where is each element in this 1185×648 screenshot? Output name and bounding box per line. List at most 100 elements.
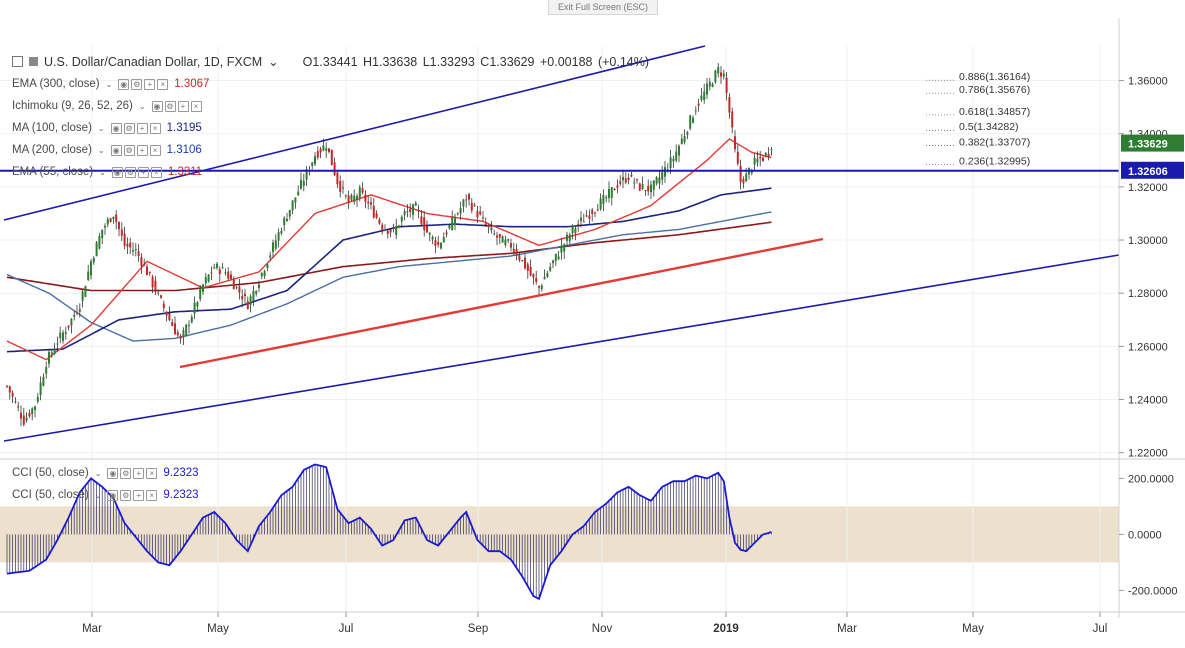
indicator-label[interactable]: CCI (50, close) [12,467,89,479]
indicator-legend-row[interactable]: EMA (300, close) ⌄ ◉ ⚙ + × 1.3067 [12,78,209,90]
trendlines[interactable] [0,45,1120,442]
candle-up [48,352,50,364]
more-icon[interactable]: + [137,166,149,178]
close-icon[interactable]: × [157,78,169,90]
settings-icon[interactable]: ⚙ [164,100,176,112]
price-tick-label: 1.22000 [1128,448,1168,460]
more-icon[interactable]: + [133,467,145,479]
chevron-down-icon[interactable]: ⌄ [94,468,102,478]
candle-down [515,248,518,257]
indicator-label[interactable]: EMA (55, close) [12,166,94,178]
candle-down [482,217,484,219]
cci-legend-row[interactable]: CCI (50, close) ⌄ ◉ ⚙ + × 9.2323 [12,489,199,501]
candle-down [176,332,179,336]
candle-up [266,264,269,268]
indicator-controls: ◉ ⚙ + × [107,489,158,501]
indicator-legend-row[interactable]: EMA (55, close) ⌄ ◉ ⚙ + × 1.3311 [12,166,202,178]
settings-icon[interactable]: ⚙ [120,467,132,479]
candle-down [619,181,622,184]
eye-icon[interactable]: ◉ [107,489,119,501]
close-icon[interactable]: × [149,122,161,134]
chevron-down-icon[interactable]: ⌄ [138,101,146,111]
cci-legend-row[interactable]: CCI (50, close) ⌄ ◉ ⚙ + × 9.2323 [12,467,199,479]
exit-fullscreen-hint[interactable]: Exit Full Screen (ESC) [548,0,658,15]
indicator-label[interactable]: MA (200, close) [12,144,92,156]
indicator-label[interactable]: MA (100, close) [12,122,92,134]
upper-channel-trendline[interactable] [3,45,706,221]
candle-up [272,242,274,252]
settings-icon[interactable]: ⚙ [131,78,143,90]
eye-icon[interactable]: ◉ [110,122,122,134]
candle-down [22,415,25,425]
cci-axis[interactable]: 200.0000 0.0000 -200.0000 [1119,473,1178,597]
chevron-down-icon[interactable]: ⌄ [268,55,279,69]
eye-icon[interactable]: ◉ [111,166,123,178]
settings-icon[interactable]: ⚙ [124,166,136,178]
close-icon[interactable]: × [150,166,162,178]
candle-down [518,255,521,261]
settings-icon[interactable]: ⚙ [120,489,132,501]
candle-down [162,303,165,308]
candle-down [465,199,468,201]
candle-down [109,218,112,222]
eye-icon[interactable]: ◉ [107,467,119,479]
candle-down [613,188,616,191]
eye-icon[interactable]: ◉ [151,100,163,112]
close-icon[interactable]: × [190,100,202,112]
price-axis[interactable]: 1.360001.340001.320001.300001.280001.260… [1119,76,1168,460]
more-icon[interactable]: + [133,489,145,501]
candle-up [297,191,300,196]
more-icon[interactable]: + [136,144,148,156]
time-axis[interactable]: Mar May Jul Sep Nov 2019 Mar May Jul [82,612,1107,635]
chevron-down-icon[interactable]: ⌄ [97,145,105,155]
eye-icon[interactable]: ◉ [118,78,130,90]
candle-down [210,272,213,274]
indicator-label[interactable]: Ichimoku (9, 26, 52, 26) [12,100,133,112]
candle-up [501,236,504,243]
candle-up [325,148,328,151]
lower-channel-trendline[interactable] [3,254,1120,442]
support-trendline[interactable] [179,237,824,369]
candle-up [182,330,185,338]
indicator-legend-row[interactable]: Ichimoku (9, 26, 52, 26) ⌄ ◉ ⚙ + × [12,100,208,112]
ohlc-readout: O1.33441 H1.33638 L1.33293 C1.33629 +0.0… [302,54,650,69]
candle-up [400,216,403,222]
candle-up [224,272,227,274]
close-icon[interactable]: × [146,467,158,479]
close-icon[interactable]: × [149,144,161,156]
indicator-legend-row[interactable]: MA (100, close) ⌄ ◉ ⚙ + × 1.3195 [12,122,202,134]
chevron-down-icon[interactable]: ⌄ [94,490,102,500]
candle-up [342,187,344,189]
indicator-label[interactable]: CCI (50, close) [12,489,89,501]
candle-up [291,200,294,211]
more-icon[interactable]: + [144,78,156,90]
settings-icon[interactable]: ⚙ [123,144,135,156]
candle-up [594,212,596,214]
cci-tick-label: -200.0000 [1128,585,1178,597]
candle-up [504,239,507,246]
candle-up [414,203,417,206]
eye-icon[interactable]: ◉ [110,144,122,156]
chevron-down-icon[interactable]: ⌄ [97,123,105,133]
candle-up [39,382,42,395]
more-icon[interactable]: + [177,100,189,112]
more-icon[interactable]: + [136,122,148,134]
settings-icon[interactable]: ⚙ [123,122,135,134]
price-tick-label: 1.32000 [1128,182,1168,194]
indicator-legend-row[interactable]: MA (200, close) ⌄ ◉ ⚙ + × 1.3106 [12,144,202,156]
candle-up [104,225,106,228]
chevron-down-icon[interactable]: ⌄ [105,79,113,89]
candle-up [311,162,314,166]
chevron-down-icon[interactable]: ⌄ [99,167,106,177]
indicator-label[interactable]: EMA (300, close) [12,78,100,90]
collapse-icon[interactable] [12,56,23,67]
price-tick-label: 1.26000 [1128,341,1168,353]
symbol-title[interactable]: U.S. Dollar/Canadian Dollar, 1D, FXCM [44,54,263,69]
candle-down [179,335,182,339]
candle-up [112,216,115,220]
candle-up [395,226,398,235]
candle-down [510,243,512,248]
close-icon[interactable]: × [146,489,158,501]
candle-up [87,271,90,280]
